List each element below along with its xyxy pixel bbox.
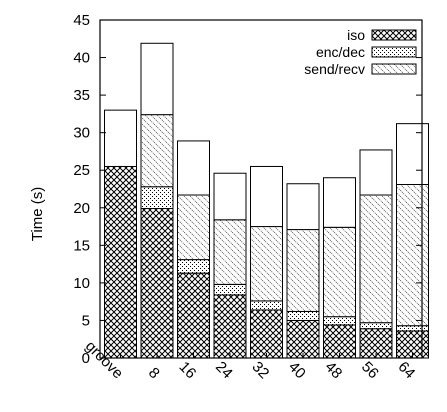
bar-segment-iso [250, 309, 283, 359]
bar-segment-other [396, 123, 429, 185]
legend-label-iso: iso [347, 27, 365, 43]
bar-segment-enc-dec [286, 310, 320, 321]
legend-swatch-send-recv [371, 63, 417, 75]
bar-segment-other [286, 183, 320, 231]
bar-segment-other [250, 165, 283, 228]
bar-segment-enc-dec [140, 186, 174, 210]
bar-segment-other [359, 149, 393, 196]
bar-segment-send-recv [177, 194, 210, 261]
x-tick-label: 32 [249, 358, 273, 382]
bar-segment-send-recv [323, 226, 356, 318]
y-tick-label: 5 [82, 312, 90, 329]
x-tick-label: 40 [285, 358, 309, 382]
bar-segment-iso [323, 324, 356, 359]
y-tick-label: 0 [82, 350, 90, 367]
plot-frame [99, 19, 423, 359]
bar-segment-enc-dec [359, 322, 393, 330]
bar-segment-enc-dec [323, 316, 356, 326]
y-tick-label: 45 [73, 12, 90, 29]
y-tick-label: 40 [73, 50, 90, 67]
bar-segment-other [104, 109, 137, 167]
bar-segment-iso [286, 319, 320, 359]
legend-label-send-recv: send/recv [304, 61, 365, 77]
bar-segment-iso [213, 294, 247, 359]
bar-segment-other [323, 177, 356, 228]
bar-segment-send-recv [359, 194, 393, 324]
bar-segment-iso [140, 208, 174, 359]
bar-segment-other [140, 42, 174, 116]
y-tick-label: 10 [73, 275, 90, 292]
bar-segment-enc-dec [213, 283, 247, 296]
bar-segment-send-recv [286, 229, 320, 312]
bar-segment-enc-dec [250, 300, 283, 311]
legend-swatch-enc-dec [371, 46, 417, 58]
x-tick-label: 24 [212, 358, 236, 382]
x-tick-label: 48 [322, 358, 346, 382]
bar-segment-send-recv [140, 114, 174, 188]
y-tick-label: 25 [73, 162, 90, 179]
bar-segment-iso [104, 165, 137, 359]
x-tick-label: 16 [176, 358, 200, 382]
bar-segment-other [213, 172, 247, 221]
y-tick-label: 20 [73, 200, 90, 217]
bar-segment-iso [177, 272, 210, 359]
bar-segment-send-recv [396, 183, 429, 327]
y-tick-label: 30 [73, 125, 90, 142]
x-tick-label: 64 [395, 358, 419, 382]
bars-layer [104, 42, 429, 359]
y-tick-label: 35 [73, 87, 90, 104]
legend-label-enc-dec: enc/dec [316, 44, 365, 60]
y-tick-label: 15 [73, 237, 90, 254]
x-tick-label: 56 [358, 358, 382, 382]
bar-segment-enc-dec [177, 259, 210, 274]
bar-segment-send-recv [250, 226, 283, 302]
bar-segment-send-recv [213, 219, 247, 285]
legend-swatch-iso [371, 29, 417, 41]
y-axis-label: Time (s) [29, 187, 46, 241]
bar-segment-other [177, 140, 210, 196]
x-tick-label: 8 [145, 364, 163, 382]
bar-segment-enc-dec [396, 325, 429, 332]
